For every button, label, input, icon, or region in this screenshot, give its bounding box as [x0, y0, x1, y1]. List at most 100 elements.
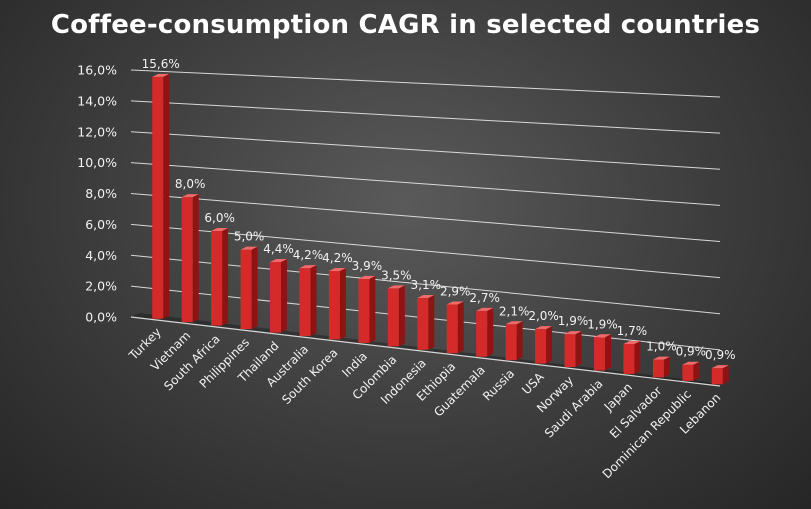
bar-front — [152, 76, 164, 319]
data-label: 0,9% — [705, 348, 736, 362]
bar-side — [163, 73, 170, 319]
bar — [299, 265, 317, 336]
data-label: 6,0% — [204, 211, 235, 225]
bar-front — [652, 359, 664, 378]
bar-front — [240, 249, 252, 330]
bar-front — [564, 334, 576, 368]
bar-side — [516, 321, 523, 361]
bar-side — [369, 275, 376, 343]
gridline — [130, 223, 721, 279]
data-label: 5,0% — [234, 230, 265, 244]
bar-side — [575, 331, 582, 368]
data-label: 4,2% — [322, 251, 353, 265]
data-label: 2,7% — [469, 291, 500, 305]
data-label: 15,6% — [142, 57, 180, 71]
bar — [240, 246, 258, 330]
bar — [682, 361, 700, 381]
data-label: 1,7% — [617, 324, 648, 338]
bar-front — [505, 324, 517, 361]
bar — [711, 365, 729, 385]
bar-top — [270, 259, 288, 263]
gridline — [130, 100, 721, 134]
x-category-label: Saudi Arabia — [542, 377, 606, 441]
y-tick-label: 6,0% — [85, 217, 117, 232]
bar-top — [358, 275, 376, 279]
bar — [270, 259, 288, 333]
bar-side — [339, 268, 346, 340]
bar-side — [634, 340, 641, 374]
data-label: 1,0% — [646, 340, 677, 354]
data-label: 4,4% — [263, 242, 294, 256]
bar — [446, 301, 464, 354]
bar-top — [652, 356, 670, 360]
bar-top — [623, 340, 641, 344]
bar-top — [476, 307, 494, 311]
data-label: 4,2% — [293, 248, 324, 262]
bar-front — [476, 310, 488, 357]
bar-top — [387, 285, 405, 289]
bar-front — [211, 231, 223, 326]
bar-side — [457, 301, 464, 354]
y-tick-label: 2,0% — [85, 279, 117, 294]
bar — [328, 268, 346, 340]
bar-side — [310, 265, 317, 336]
bar-side — [604, 334, 611, 371]
bar — [476, 307, 494, 357]
bar — [652, 356, 670, 378]
bar — [358, 275, 376, 343]
bar-top — [564, 331, 582, 335]
bar-top — [446, 301, 464, 305]
data-label: 8,0% — [175, 177, 206, 191]
bar — [535, 326, 553, 364]
bar-front — [446, 304, 458, 354]
bar — [417, 295, 435, 350]
bar-side — [251, 246, 258, 330]
bar-side — [487, 307, 494, 357]
data-label: 1,9% — [558, 314, 589, 328]
y-tick-label: 4,0% — [85, 248, 117, 263]
y-tick-label: 10,0% — [77, 155, 117, 170]
bar — [211, 228, 229, 326]
bar — [564, 331, 582, 368]
bar-side — [428, 295, 435, 350]
bar — [152, 73, 170, 319]
y-tick-label: 16,0% — [77, 63, 117, 78]
data-label: 3,5% — [381, 268, 412, 282]
bar-top — [417, 295, 435, 299]
bar-front — [270, 262, 282, 333]
bar-side — [693, 361, 700, 381]
bar-top — [711, 365, 729, 369]
y-tick-label: 12,0% — [77, 124, 117, 139]
bar-front — [299, 268, 311, 336]
bar-side — [281, 259, 288, 333]
bar-front — [328, 271, 340, 340]
bar-front — [181, 197, 193, 323]
bar-side — [192, 194, 199, 323]
bar-front — [623, 343, 635, 374]
chart-title: Coffee-consumption CAGR in selected coun… — [50, 10, 761, 40]
bar-side — [722, 365, 729, 385]
data-label: 3,1% — [411, 278, 442, 292]
y-tick-label: 8,0% — [85, 186, 117, 201]
x-category-label: USA — [519, 369, 547, 397]
bar-side — [222, 228, 229, 326]
bar-top — [240, 246, 258, 250]
bar-side — [546, 326, 553, 364]
data-label: 3,9% — [352, 259, 383, 273]
bar-top — [593, 334, 611, 338]
gridline — [130, 316, 721, 387]
bar-front — [535, 329, 547, 364]
data-label: 1,9% — [587, 317, 618, 331]
data-label: 2,1% — [499, 304, 530, 318]
y-tick-label: 0,0% — [85, 310, 117, 325]
bar — [387, 285, 405, 347]
gridline — [130, 162, 721, 206]
bar-top — [299, 265, 317, 269]
gridline — [130, 69, 721, 98]
y-tick-label: 14,0% — [77, 93, 117, 108]
bar-front — [417, 298, 429, 350]
bar-front — [711, 368, 723, 385]
bar-front — [358, 278, 370, 343]
